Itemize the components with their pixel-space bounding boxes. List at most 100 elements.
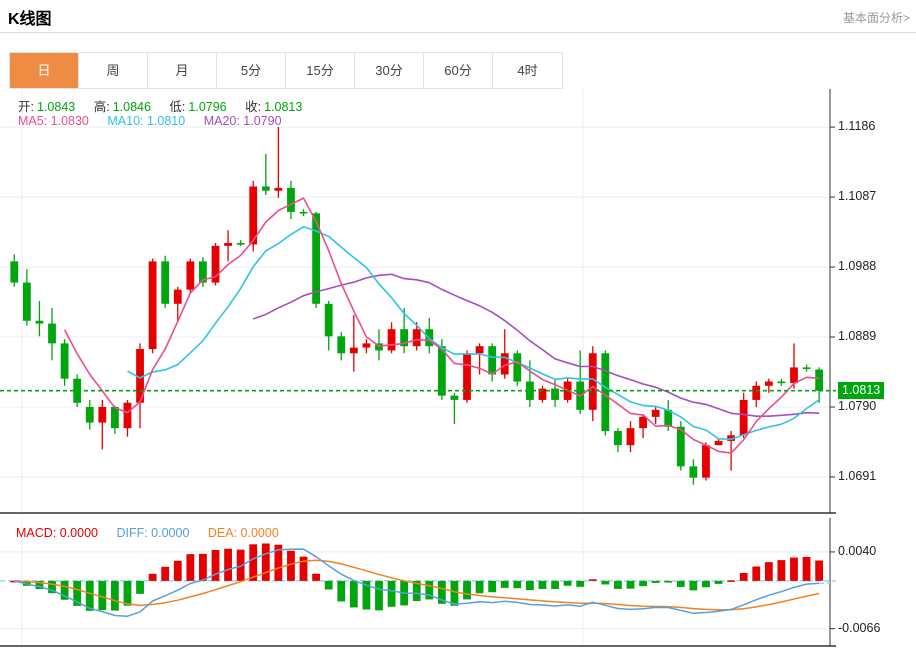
tab-4[interactable]: 15分 <box>286 53 355 88</box>
page-header: K线图 基本面分析> <box>0 0 916 33</box>
candle <box>777 378 786 386</box>
candle <box>324 300 333 351</box>
candle <box>400 308 409 354</box>
candle <box>387 322 396 354</box>
tab-7[interactable]: 4时 <box>493 53 562 88</box>
candle <box>136 343 144 429</box>
macd-bar <box>614 580 622 589</box>
macd-bar <box>337 580 346 602</box>
macd-bar <box>236 549 245 581</box>
macd-bar <box>588 579 597 581</box>
macd-bar <box>110 580 119 611</box>
candle <box>500 329 509 379</box>
candle <box>173 286 182 323</box>
candle <box>651 406 660 424</box>
macd-bar <box>261 543 270 581</box>
candle <box>362 339 371 354</box>
tab-1[interactable]: 周 <box>79 53 148 88</box>
macd-bar <box>387 580 396 607</box>
macd-bar <box>161 566 170 581</box>
macd-bar <box>274 544 283 581</box>
candle <box>35 300 44 337</box>
macd-bar <box>802 556 811 581</box>
macd-bar <box>123 580 132 606</box>
ma10-line <box>127 226 820 440</box>
chart-frame: 开: 1.0843 高: 1.0846 低: 1.0796 收: 1.0813 MA5:… <box>0 89 916 653</box>
tab-0[interactable]: 日 <box>10 53 79 88</box>
macd-bar <box>299 556 308 581</box>
macd-bar <box>73 580 82 606</box>
candle <box>186 258 195 294</box>
candle <box>337 332 346 361</box>
candle <box>236 240 245 246</box>
candle <box>475 343 484 375</box>
macd-bar <box>651 580 660 583</box>
price-chart-panel[interactable]: 开: 1.0843 高: 1.0846 低: 1.0796 收: 1.0813 MA5:… <box>0 89 916 518</box>
candle <box>689 459 698 485</box>
macd-chart-svg[interactable] <box>0 518 916 653</box>
candle <box>224 230 232 262</box>
candle <box>161 255 170 309</box>
candle <box>588 346 597 422</box>
macd-bar <box>576 580 585 587</box>
tab-5[interactable]: 30分 <box>355 53 424 88</box>
price-chart-svg[interactable] <box>0 89 916 518</box>
candle <box>199 257 207 287</box>
candle <box>10 254 19 287</box>
price-axis-tick-label: 1.0988 <box>838 259 877 274</box>
macd-bar <box>349 580 358 608</box>
candle <box>752 381 761 407</box>
tab-6[interactable]: 60分 <box>424 53 493 88</box>
macd-bar <box>664 580 673 583</box>
candle <box>211 243 220 286</box>
macd-bar <box>764 562 773 581</box>
macd-bar <box>312 573 321 581</box>
macd-bar <box>98 580 107 611</box>
candle <box>148 258 157 354</box>
page-title: K线图 <box>8 11 52 28</box>
macd-bar <box>777 560 786 581</box>
macd-bar <box>287 550 295 581</box>
macd-bar <box>488 580 497 593</box>
macd-bar <box>815 560 824 581</box>
macd-bar <box>437 580 446 604</box>
candle <box>463 350 471 403</box>
macd-bar <box>790 557 798 581</box>
diff-line <box>14 548 820 617</box>
price-axis-tick-label: 1.1186 <box>838 119 876 134</box>
macd-bar <box>714 580 723 584</box>
current-price-badge: 1.0813 <box>838 381 885 399</box>
macd-bar <box>525 580 534 591</box>
macd-bar <box>513 580 522 589</box>
tab-3[interactable]: 5分 <box>217 53 286 88</box>
macd-bar <box>538 580 547 589</box>
candle <box>488 343 497 382</box>
macd-bar <box>639 580 647 587</box>
ma5-line <box>63 197 820 454</box>
macd-bar <box>626 580 635 589</box>
macd-bar <box>173 560 182 581</box>
period-tabbar: 日周月 5分 15分 30分 60分 4时 <box>9 52 563 89</box>
macd-bar <box>563 580 572 586</box>
candle <box>601 350 610 436</box>
macd-bar <box>475 580 484 594</box>
price-axis-tick-label: 1.0790 <box>838 398 877 413</box>
macd-bar <box>85 580 94 611</box>
macd-chart-panel[interactable]: MACD: 0.0000 DIFF: 0.0000 DEA: 0.0000 0.… <box>0 518 916 653</box>
macd-bar <box>211 549 220 581</box>
candle <box>450 392 459 424</box>
macd-bar <box>551 580 559 589</box>
macd-bar <box>500 580 509 588</box>
macd-bar <box>450 580 459 606</box>
macd-bar <box>425 580 434 600</box>
macd-bar <box>186 554 195 581</box>
macd-bar <box>48 580 56 594</box>
candle <box>274 127 283 198</box>
candle <box>299 209 308 217</box>
tab-2[interactable]: 月 <box>148 53 217 88</box>
candle <box>639 414 647 439</box>
macd-bar <box>752 566 761 581</box>
fundamental-analysis-link[interactable]: 基本面分析> <box>842 11 910 25</box>
candle <box>412 322 421 351</box>
